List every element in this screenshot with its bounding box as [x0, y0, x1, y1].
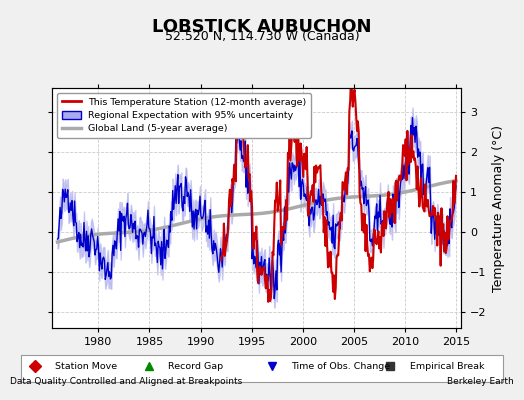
Text: LOBSTICK AUBUCHON: LOBSTICK AUBUCHON: [152, 18, 372, 36]
Text: 52.520 N, 114.730 W (Canada): 52.520 N, 114.730 W (Canada): [165, 30, 359, 43]
Legend: This Temperature Station (12-month average), Regional Expectation with 95% uncer: This Temperature Station (12-month avera…: [57, 93, 311, 138]
Text: Station Move: Station Move: [55, 362, 117, 371]
Y-axis label: Temperature Anomaly (°C): Temperature Anomaly (°C): [492, 124, 505, 292]
Text: Empirical Break: Empirical Break: [410, 362, 484, 371]
Text: Time of Obs. Change: Time of Obs. Change: [291, 362, 391, 371]
Text: Record Gap: Record Gap: [168, 362, 224, 371]
Text: Berkeley Earth: Berkeley Earth: [447, 377, 514, 386]
FancyBboxPatch shape: [20, 355, 504, 382]
Text: Data Quality Controlled and Aligned at Breakpoints: Data Quality Controlled and Aligned at B…: [10, 377, 243, 386]
